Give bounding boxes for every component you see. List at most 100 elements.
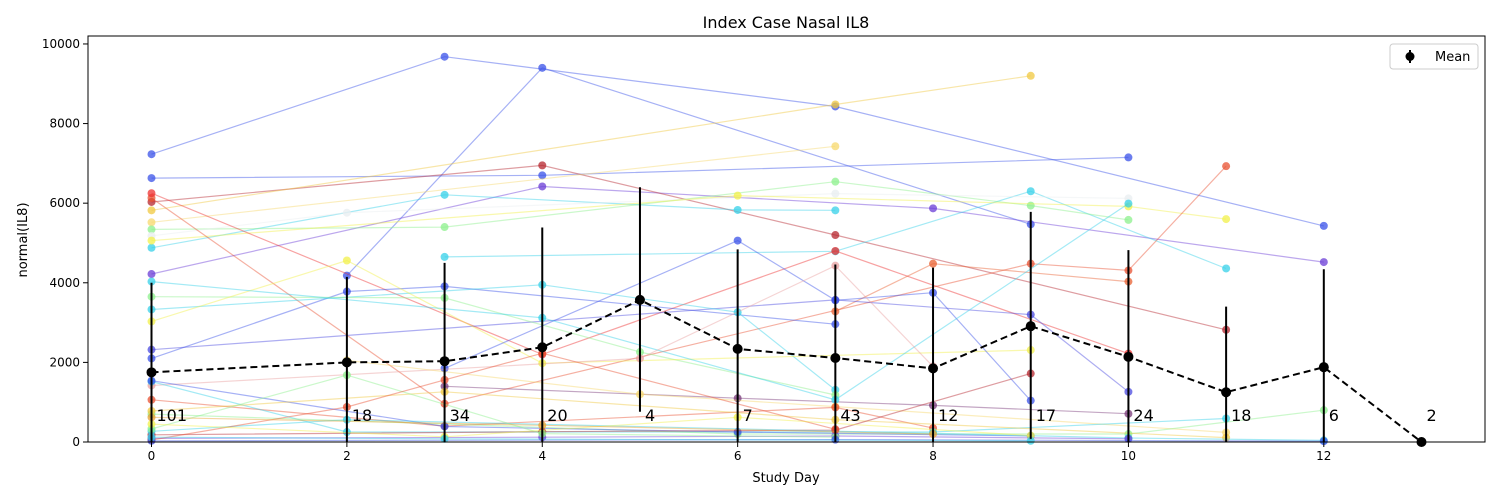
chart-title: Index Case Nasal IL8 xyxy=(703,13,870,32)
subject-point xyxy=(147,236,156,245)
count-label: 18 xyxy=(352,406,372,425)
subject-point xyxy=(440,223,449,232)
mean-point xyxy=(146,367,157,378)
legend-box xyxy=(1389,43,1479,70)
mean-point xyxy=(830,353,841,364)
mean-point xyxy=(1221,387,1232,398)
subject-line-5 xyxy=(151,75,1031,211)
count-label: 101 xyxy=(157,406,188,425)
mean-point xyxy=(537,342,548,353)
subject-point xyxy=(1026,71,1035,80)
mean-point xyxy=(341,357,352,368)
subject-line-2 xyxy=(346,67,1031,277)
x-axis-label: Study Day xyxy=(752,471,820,486)
subject-line-25 xyxy=(151,399,934,429)
subject-point xyxy=(342,271,351,280)
subject-line-19 xyxy=(151,259,1031,364)
subject-line-11 xyxy=(151,194,1227,242)
subject-point xyxy=(733,191,742,200)
x-tick-label: 0 xyxy=(148,449,156,463)
count-label: 18 xyxy=(1231,406,1251,425)
subject-point xyxy=(440,52,449,61)
subject-point xyxy=(538,171,547,180)
subject-point xyxy=(929,204,938,213)
subject-line-12 xyxy=(151,165,1227,405)
count-label: 17 xyxy=(1036,406,1056,425)
subject-point xyxy=(831,177,840,186)
y-tick-label: 10000 xyxy=(42,37,80,51)
subject-point xyxy=(831,189,840,198)
subject-line-13 xyxy=(151,192,1129,356)
subject-point xyxy=(147,243,156,252)
subject-point xyxy=(1026,436,1035,445)
count-label: 20 xyxy=(547,406,567,425)
x-tick-label: 4 xyxy=(538,449,546,463)
subject-line-35 xyxy=(151,416,1031,438)
mean-point xyxy=(439,356,450,367)
x-tick-label: 10 xyxy=(1121,449,1136,463)
y-tick-label: 6000 xyxy=(49,196,80,210)
legend: Mean xyxy=(1389,43,1479,70)
mean-point xyxy=(634,294,645,305)
legend-mean-marker xyxy=(1405,52,1415,61)
subject-point xyxy=(440,190,449,199)
subject-point xyxy=(1026,187,1035,196)
mean-series xyxy=(146,187,1427,447)
subject-point xyxy=(1124,215,1133,224)
subject-line-28 xyxy=(151,380,1031,437)
x-axis: 0 2 4 6 8 10 12 xyxy=(148,442,1331,463)
count-label: 4 xyxy=(645,406,655,425)
y-tick-label: 8000 xyxy=(49,117,80,131)
subject-point xyxy=(147,270,156,279)
subject-point xyxy=(147,218,156,227)
subject-point xyxy=(831,142,840,151)
x-tick-label: 2 xyxy=(343,449,351,463)
subject-line-24 xyxy=(346,359,1227,433)
count-label: 6 xyxy=(1329,406,1339,425)
subject-line-7 xyxy=(151,194,836,249)
count-label: 2 xyxy=(1427,406,1437,425)
mean-point xyxy=(1123,351,1134,362)
subject-point xyxy=(1026,201,1035,210)
subject-point xyxy=(1124,153,1133,162)
subject-point xyxy=(1124,199,1133,208)
subject-point xyxy=(342,256,351,265)
subject-point xyxy=(733,205,742,214)
subject-point xyxy=(1222,162,1231,171)
subject-point xyxy=(1222,215,1231,224)
mean-point xyxy=(1318,362,1329,373)
x-tick-label: 6 xyxy=(734,449,742,463)
subject-point xyxy=(831,206,840,215)
mean-point xyxy=(732,343,743,354)
plot-frame xyxy=(87,35,1486,443)
subject-point xyxy=(147,277,156,286)
subject-point xyxy=(538,161,547,170)
subject-point xyxy=(1319,258,1328,267)
y-axis: 0 2000 4000 6000 8000 10000 xyxy=(42,37,88,449)
subject-point xyxy=(440,252,449,261)
subject-point xyxy=(147,206,156,215)
legend-label-mean: Mean xyxy=(1435,50,1470,65)
subject-point xyxy=(538,182,547,191)
subject-line-26 xyxy=(151,380,1227,433)
subject-point xyxy=(147,150,156,159)
subject-line-6 xyxy=(151,145,836,223)
y-tick-label: 4000 xyxy=(49,276,80,290)
x-tick-label: 8 xyxy=(929,449,937,463)
y-tick-label: 2000 xyxy=(49,355,80,369)
subject-point xyxy=(831,231,840,240)
count-labels: 101 18 34 20 4 7 43 12 17 24 18 6 2 xyxy=(157,406,1437,425)
subject-point xyxy=(342,208,351,217)
subject-point xyxy=(147,189,156,198)
x-tick-label: 12 xyxy=(1316,449,1331,463)
subject-point xyxy=(929,259,938,268)
subject-point xyxy=(147,174,156,183)
count-label: 12 xyxy=(938,406,958,425)
count-label: 7 xyxy=(743,406,753,425)
subject-line-10 xyxy=(151,192,1129,237)
count-label: 34 xyxy=(450,406,470,425)
count-label: 24 xyxy=(1133,406,1153,425)
subject-point xyxy=(538,63,547,72)
